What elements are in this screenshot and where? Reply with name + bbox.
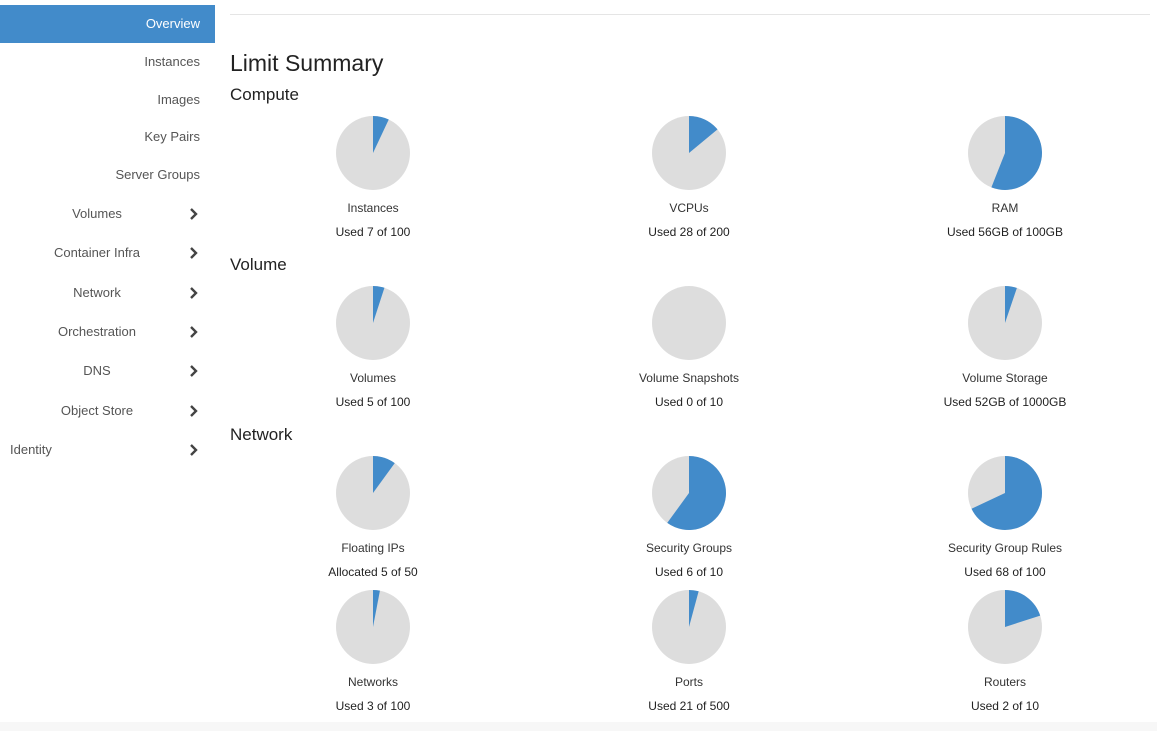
sidebar-item-instances[interactable]: Instances <box>0 43 215 81</box>
sidebar-item-label: Object Store <box>60 403 134 418</box>
quota-volume-storage: Volume Storage Used 52GB of 1000GB <box>875 285 1135 409</box>
quota-vcpus: VCPUs Used 28 of 200 <box>559 115 819 239</box>
divider <box>230 14 1150 15</box>
quota-pie-chart <box>336 116 410 190</box>
pie-used-slice <box>991 116 1042 190</box>
sidebar-item-label: Images <box>157 92 200 107</box>
quota-pie-chart <box>336 456 410 530</box>
quota-label: Volume Storage <box>962 371 1048 385</box>
sidebar-item-object-store[interactable]: Object Store <box>0 392 215 430</box>
quota-usage: Used 56GB of 100GB <box>946 225 1064 239</box>
quota-usage: Used 2 of 10 <box>970 699 1040 713</box>
section-heading-network: Network <box>230 425 293 444</box>
pie-used-slice <box>373 456 395 493</box>
pie-used-slice <box>667 456 726 530</box>
pie-used-slice <box>1005 286 1017 323</box>
chevron-right-icon <box>188 352 200 390</box>
sidebar-item-label: Instances <box>144 54 200 69</box>
chevron-right-icon <box>188 234 200 272</box>
quota-pie-chart <box>652 286 726 360</box>
quota-networks: Networks Used 3 of 100 <box>243 589 503 713</box>
quota-pie-chart <box>652 590 726 664</box>
quota-usage: Used 68 of 100 <box>964 565 1046 579</box>
quota-usage: Used 6 of 10 <box>654 565 724 579</box>
quota-label: Security Groups <box>645 541 733 555</box>
quota-instances: Instances Used 7 of 100 <box>243 115 503 239</box>
sidebar-item-orchestration[interactable]: Orchestration <box>0 313 215 351</box>
quota-label: Ports <box>674 675 703 689</box>
sidebar-item-label: Volumes <box>72 206 122 221</box>
quota-volumes: Volumes Used 5 of 100 <box>243 285 503 409</box>
sidebar-item-identity[interactable]: Identity <box>0 431 215 469</box>
quota-label: RAM <box>991 201 1019 215</box>
sidebar-item-label: Overview <box>145 16 200 31</box>
quota-label: Security Group Rules <box>947 541 1063 555</box>
quota-pie-chart <box>968 590 1042 664</box>
pie-used-slice <box>1005 590 1041 627</box>
quota-routers: Routers Used 2 of 10 <box>875 589 1135 713</box>
quota-usage: Used 28 of 200 <box>648 225 730 239</box>
quota-usage: Used 7 of 100 <box>335 225 411 239</box>
quota-pie-chart <box>968 456 1042 530</box>
page-title: Limit Summary <box>230 50 384 76</box>
pie-used-slice <box>373 590 380 627</box>
quota-usage: Used 52GB of 1000GB <box>943 395 1067 409</box>
quota-label: Volumes <box>349 371 397 385</box>
sidebar-item-label: Container Infra <box>54 245 140 260</box>
sidebar-item-label: DNS <box>83 363 111 378</box>
quota-usage: Used 21 of 500 <box>648 699 730 713</box>
section-heading-compute: Compute <box>230 85 299 104</box>
sidebar-item-images[interactable]: Images <box>0 81 215 119</box>
chevron-right-icon <box>188 392 200 430</box>
sidebar-item-overview[interactable]: Overview <box>0 5 215 43</box>
sidebar-item-label: Orchestration <box>57 324 137 339</box>
sidebar-item-key-pairs[interactable]: Key Pairs <box>0 118 215 156</box>
pie-used-slice <box>373 116 389 153</box>
section-heading-volume: Volume <box>230 255 287 274</box>
footer <box>0 722 1157 731</box>
sidebar-item-server-groups[interactable]: Server Groups <box>0 156 215 194</box>
chevron-right-icon <box>188 274 200 312</box>
chevron-right-icon <box>188 195 200 233</box>
quota-label: VCPUs <box>669 201 709 215</box>
quota-security-group-rules: Security Group Rules Used 68 of 100 <box>875 455 1135 579</box>
quota-floating-ips: Floating IPs Allocated 5 of 50 <box>243 455 503 579</box>
quota-pie-chart <box>968 116 1042 190</box>
quota-pie-chart <box>652 456 726 530</box>
sidebar-item-label: Key Pairs <box>144 129 200 144</box>
pie-free-slice <box>652 286 726 360</box>
sidebar-item-container-infra[interactable]: Container Infra <box>0 234 215 272</box>
quota-volume-snapshots: Volume Snapshots Used 0 of 10 <box>559 285 819 409</box>
quota-label: Networks <box>347 675 398 689</box>
quota-ram: RAM Used 56GB of 100GB <box>875 115 1135 239</box>
quota-pie-chart <box>336 590 410 664</box>
sidebar-item-label: Network <box>73 285 121 300</box>
quota-pie-chart <box>652 116 726 190</box>
sidebar-item-dns[interactable]: DNS <box>0 352 215 390</box>
pie-used-slice <box>373 286 385 323</box>
quota-usage: Allocated 5 of 50 <box>328 565 418 579</box>
quota-label: Floating IPs <box>341 541 405 555</box>
quota-label: Routers <box>983 675 1027 689</box>
pie-used-slice <box>689 116 718 153</box>
quota-ports: Ports Used 21 of 500 <box>559 589 819 713</box>
quota-pie-chart <box>968 286 1042 360</box>
sidebar-item-volumes[interactable]: Volumes <box>0 195 215 233</box>
sidebar-item-network[interactable]: Network <box>0 274 215 312</box>
pie-used-slice <box>689 590 699 627</box>
chevron-right-icon <box>188 431 200 469</box>
quota-usage: Used 3 of 100 <box>335 699 411 713</box>
quota-label: Instances <box>347 201 399 215</box>
quota-label: Volume Snapshots <box>638 371 740 385</box>
quota-security-groups: Security Groups Used 6 of 10 <box>559 455 819 579</box>
quota-usage: Used 5 of 100 <box>335 395 411 409</box>
chevron-right-icon <box>188 313 200 351</box>
pie-used-slice <box>971 456 1042 530</box>
sidebar-item-label: Identity <box>10 442 52 457</box>
quota-usage: Used 0 of 10 <box>654 395 724 409</box>
sidebar-item-label: Server Groups <box>115 167 200 182</box>
quota-pie-chart <box>336 286 410 360</box>
